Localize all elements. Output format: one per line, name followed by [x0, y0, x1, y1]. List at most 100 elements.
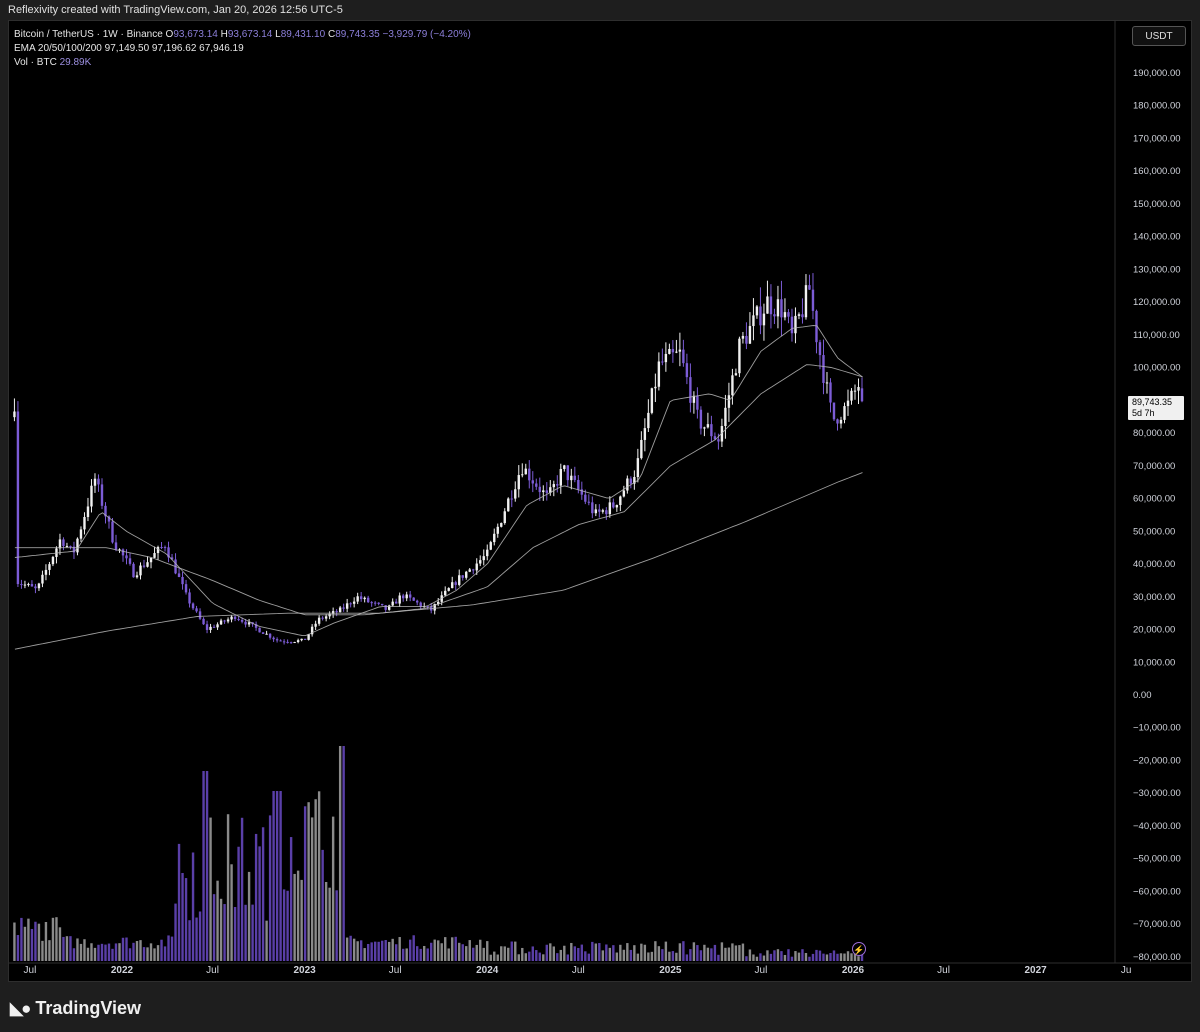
candle-body	[482, 556, 485, 561]
volume-bar	[829, 953, 832, 961]
volume-bar	[293, 873, 296, 961]
candle-body	[335, 611, 338, 613]
volume-bar	[423, 945, 426, 961]
candle-body	[310, 626, 314, 635]
volume-bar	[408, 939, 412, 961]
candle-body	[247, 622, 251, 625]
flash-icon[interactable]: ⚡	[852, 942, 866, 956]
y-tick-label: 100,000.00	[1133, 363, 1181, 374]
volume-bar	[465, 946, 468, 961]
legend-symbol[interactable]: Bitcoin / TetherUS · 1W · Binance	[14, 29, 163, 40]
volume-bar	[142, 947, 146, 961]
candle-body	[216, 624, 219, 628]
tradingview-logo[interactable]: ◣● TradingView	[10, 998, 141, 1019]
ema20-line	[14, 325, 863, 637]
x-tick-label: 2024	[476, 965, 499, 976]
volume-bar	[507, 947, 510, 961]
volume-bar	[366, 943, 370, 961]
currency-button[interactable]: USDT	[1132, 26, 1186, 46]
volume-bar	[237, 846, 240, 961]
volume-bar	[328, 887, 331, 961]
volume-bar	[727, 947, 731, 961]
volume-bar	[324, 881, 328, 961]
candle-body	[661, 361, 664, 363]
candle-body	[230, 616, 233, 620]
y-tick-label: 190,000.00	[1133, 68, 1181, 79]
ema-label[interactable]: EMA 20/50/100/200	[14, 43, 102, 54]
candle-body	[696, 395, 699, 410]
x-tick-label: Jul	[572, 965, 585, 976]
candle-body	[135, 575, 139, 578]
volume-bar	[556, 953, 559, 961]
countdown-value: 5d 7h	[1132, 408, 1155, 418]
volume-bar	[170, 936, 174, 961]
volume-bar	[188, 920, 191, 961]
vol-label[interactable]: Vol · BTC	[14, 57, 57, 68]
volume-bar	[128, 948, 132, 961]
legend-low-label: L	[275, 29, 281, 40]
volume-bar	[720, 942, 724, 961]
volume-bar	[601, 950, 605, 961]
volume-bar	[153, 948, 156, 961]
volume-bar	[773, 950, 776, 961]
candle-body	[468, 569, 471, 572]
volume-bar	[689, 949, 692, 961]
candle-body	[822, 355, 825, 383]
volume-bar	[496, 954, 499, 961]
candle-body	[458, 575, 461, 585]
legend-high: 93,673.14	[227, 29, 273, 40]
candle-body	[275, 639, 279, 641]
candle-body	[65, 545, 69, 547]
candle-body	[748, 326, 752, 344]
volume-bar	[832, 950, 836, 961]
volume-bar	[612, 945, 615, 961]
volume-bar	[272, 791, 275, 961]
candle-body	[668, 348, 671, 354]
volume-bar	[685, 954, 689, 961]
candle-body	[331, 611, 335, 614]
volume-bar	[426, 948, 429, 961]
candle-body	[156, 547, 160, 554]
x-tick-label: Jul	[755, 965, 768, 976]
candle-body	[528, 468, 531, 481]
volume-bar	[69, 936, 72, 961]
candle-body	[286, 641, 289, 643]
candle-body	[195, 608, 198, 612]
candle-body	[689, 377, 692, 403]
candle-body	[72, 546, 76, 553]
volume-bar	[104, 944, 107, 961]
legend-change: −3,929.79 (−4.20%)	[382, 29, 471, 40]
volume-bar	[783, 954, 787, 961]
candle-body	[261, 632, 265, 634]
candle-body	[233, 616, 237, 620]
candle-body	[503, 511, 506, 524]
candle-body	[650, 388, 654, 413]
volume-bar	[503, 946, 506, 961]
volume-bar	[846, 951, 850, 961]
candle-body	[454, 582, 457, 585]
volume-bar	[363, 948, 366, 961]
volume-bar	[41, 940, 44, 961]
candle-body	[815, 310, 818, 343]
candle-body	[531, 480, 534, 484]
price-chart[interactable]: 190,000.00 180,000.00 170,000.00 160,000.00…	[9, 21, 1191, 981]
candle-body	[839, 419, 843, 424]
candle-body	[577, 479, 580, 490]
candle-body	[510, 498, 513, 500]
candle-body	[265, 633, 268, 635]
ema50-line	[14, 364, 863, 616]
candle-body	[223, 620, 226, 622]
candle-body	[496, 526, 499, 534]
volume-bar	[338, 746, 342, 961]
candle-body	[146, 562, 149, 567]
volume-bar	[216, 880, 219, 961]
volume-bar	[486, 941, 489, 961]
candle-body	[731, 375, 734, 396]
candle-body	[240, 620, 244, 622]
volume-bar	[608, 947, 612, 961]
y-tick-label: 140,000.00	[1133, 232, 1181, 243]
volume-bar	[405, 948, 408, 961]
candle-body	[387, 605, 391, 610]
volume-bar	[580, 944, 584, 961]
volume-bar	[489, 954, 492, 961]
